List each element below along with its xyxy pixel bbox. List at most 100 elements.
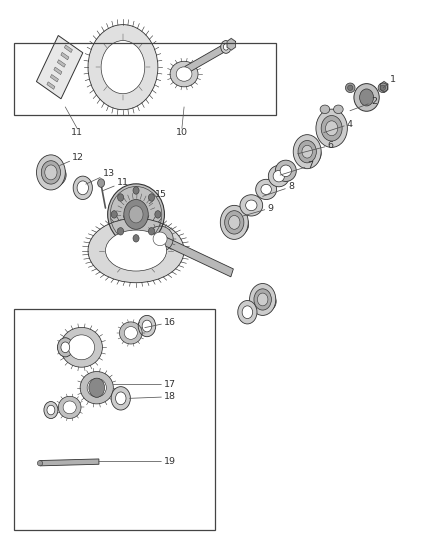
Ellipse shape [147, 226, 173, 252]
Circle shape [73, 176, 92, 199]
Text: 19: 19 [99, 457, 176, 466]
Circle shape [111, 211, 117, 218]
Text: 8: 8 [263, 182, 294, 196]
Ellipse shape [273, 171, 285, 182]
Circle shape [111, 386, 131, 410]
Ellipse shape [246, 200, 257, 211]
Circle shape [142, 320, 152, 332]
Ellipse shape [87, 378, 106, 397]
Circle shape [45, 165, 57, 180]
Ellipse shape [378, 83, 388, 93]
Text: 1: 1 [383, 75, 396, 88]
Circle shape [360, 89, 374, 106]
Ellipse shape [380, 85, 385, 91]
Circle shape [316, 109, 347, 148]
Text: 13: 13 [86, 169, 115, 184]
Text: 7: 7 [280, 161, 314, 175]
Circle shape [133, 235, 139, 242]
Circle shape [133, 187, 139, 194]
Ellipse shape [280, 165, 291, 176]
Circle shape [98, 179, 105, 187]
Text: 6: 6 [297, 141, 334, 154]
Circle shape [116, 392, 126, 405]
Circle shape [302, 146, 312, 158]
Ellipse shape [37, 461, 42, 466]
Circle shape [250, 284, 276, 316]
Ellipse shape [261, 184, 272, 195]
Ellipse shape [60, 327, 102, 367]
Polygon shape [380, 82, 388, 92]
Text: 2: 2 [350, 97, 377, 111]
Bar [14, 309, 215, 530]
Ellipse shape [320, 105, 330, 114]
Ellipse shape [40, 163, 66, 187]
Ellipse shape [88, 219, 184, 282]
Ellipse shape [106, 230, 166, 271]
Circle shape [254, 289, 272, 310]
Ellipse shape [334, 105, 343, 114]
Polygon shape [227, 38, 235, 50]
Ellipse shape [68, 335, 95, 360]
Text: 9: 9 [243, 204, 273, 216]
Ellipse shape [80, 372, 113, 404]
Text: 15: 15 [149, 190, 167, 204]
Circle shape [220, 205, 248, 239]
Circle shape [117, 228, 124, 235]
Circle shape [77, 181, 88, 195]
Circle shape [229, 215, 240, 229]
Ellipse shape [346, 83, 355, 93]
Polygon shape [36, 36, 83, 99]
Ellipse shape [63, 401, 76, 414]
Polygon shape [61, 52, 69, 60]
Polygon shape [50, 75, 58, 82]
Text: 4: 4 [324, 119, 353, 133]
Polygon shape [163, 237, 233, 277]
Ellipse shape [268, 165, 289, 187]
Circle shape [57, 338, 73, 357]
Text: 16: 16 [145, 318, 176, 328]
Circle shape [129, 206, 143, 223]
Circle shape [225, 211, 244, 234]
Ellipse shape [348, 85, 353, 91]
Ellipse shape [240, 195, 263, 216]
Polygon shape [185, 45, 225, 73]
Ellipse shape [276, 160, 296, 181]
Polygon shape [40, 459, 99, 466]
Circle shape [36, 155, 65, 190]
Circle shape [155, 211, 161, 218]
Circle shape [325, 121, 338, 136]
Circle shape [298, 141, 316, 163]
Polygon shape [57, 60, 65, 67]
Bar [14, 43, 276, 115]
Text: 12: 12 [60, 153, 85, 165]
Ellipse shape [176, 67, 192, 81]
Circle shape [117, 194, 124, 201]
Ellipse shape [108, 184, 164, 245]
Ellipse shape [120, 322, 142, 344]
Ellipse shape [153, 232, 167, 246]
Circle shape [138, 316, 155, 337]
Circle shape [41, 161, 60, 184]
Circle shape [148, 194, 155, 201]
Ellipse shape [124, 327, 138, 340]
Ellipse shape [297, 143, 321, 165]
Text: 18: 18 [130, 392, 176, 401]
Polygon shape [54, 67, 62, 75]
Circle shape [258, 293, 268, 306]
Circle shape [44, 401, 58, 418]
Circle shape [148, 228, 155, 235]
Ellipse shape [88, 25, 158, 110]
Circle shape [321, 116, 342, 141]
Text: 17: 17 [113, 380, 176, 389]
Text: 11: 11 [103, 178, 129, 190]
Circle shape [61, 342, 70, 353]
Circle shape [47, 405, 55, 415]
Circle shape [221, 41, 231, 53]
Circle shape [238, 301, 257, 324]
Text: 11: 11 [71, 128, 83, 137]
Circle shape [242, 306, 253, 319]
Circle shape [124, 199, 148, 229]
Ellipse shape [58, 397, 81, 418]
Ellipse shape [101, 41, 145, 94]
Text: 10: 10 [176, 128, 188, 137]
